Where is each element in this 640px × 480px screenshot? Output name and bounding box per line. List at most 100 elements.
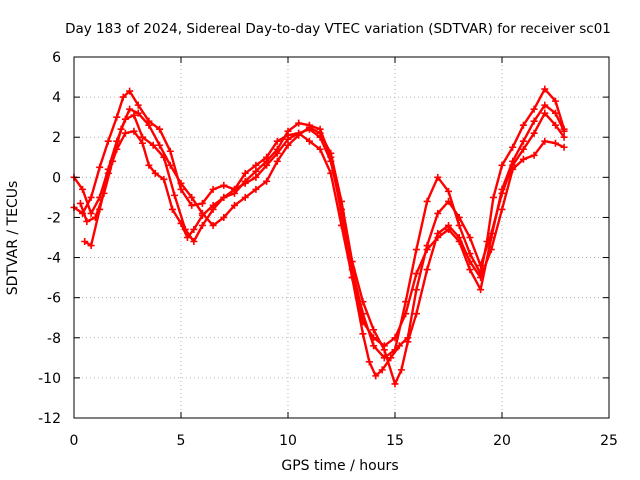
data-point <box>241 169 249 177</box>
data-point <box>541 109 549 117</box>
data-point <box>391 380 399 388</box>
data-point <box>445 197 452 205</box>
data-point <box>87 209 95 217</box>
data-point <box>552 109 559 117</box>
plot-frame <box>73 56 610 419</box>
series-line <box>72 103 566 347</box>
data-point <box>402 310 410 318</box>
data-point <box>130 127 138 135</box>
data-point <box>96 205 104 213</box>
data-point <box>252 161 260 169</box>
data-point <box>477 286 485 294</box>
data-point <box>177 219 185 227</box>
data-point <box>76 199 84 207</box>
data-point <box>519 137 527 145</box>
data-point <box>198 211 206 219</box>
x-tick-label: 0 <box>70 433 79 449</box>
data-point <box>434 173 442 181</box>
data-point <box>160 175 168 183</box>
data-point <box>455 213 463 221</box>
data-point <box>498 161 506 169</box>
data-point <box>359 330 367 338</box>
data-point <box>126 87 134 95</box>
data-point <box>241 179 249 187</box>
data-point <box>220 181 228 189</box>
data-point <box>380 346 388 354</box>
data-point <box>87 193 95 201</box>
data-point <box>455 221 463 229</box>
y-tick-label: 2 <box>52 130 61 146</box>
y-tick-label: -12 <box>38 411 61 427</box>
y-tick-label: -2 <box>47 210 61 226</box>
data-point <box>434 229 442 237</box>
data-point <box>477 262 485 270</box>
data-point <box>338 197 345 205</box>
data-point <box>370 334 378 342</box>
data-point <box>365 358 373 366</box>
data-point <box>397 366 405 374</box>
x-axis-label: GPS time / hours <box>281 458 398 474</box>
x-axis-tick-labels: 0 5 10 15 20 25 <box>70 433 618 449</box>
data-point <box>530 117 538 125</box>
data-point <box>156 125 164 133</box>
data-point <box>445 187 452 195</box>
data-point <box>83 217 91 225</box>
data-point <box>183 234 191 241</box>
data-point <box>273 157 281 165</box>
data-point <box>498 189 506 197</box>
data-point <box>188 201 196 209</box>
data-point <box>519 145 527 153</box>
data-point <box>134 109 142 117</box>
data-point <box>263 177 271 185</box>
data-point <box>145 121 153 129</box>
data-point <box>81 238 89 246</box>
data-point <box>168 205 176 213</box>
x-tick-label: 5 <box>177 433 186 449</box>
data-point <box>305 137 313 145</box>
data-point <box>477 274 485 282</box>
data-point <box>445 221 452 229</box>
data-point <box>171 191 179 199</box>
data-point <box>541 137 549 145</box>
data-point <box>412 246 420 254</box>
data-point <box>177 185 185 193</box>
data-point <box>560 127 568 135</box>
data-point <box>327 149 335 157</box>
data-point <box>338 221 345 229</box>
data-point <box>412 286 420 294</box>
data-point <box>284 135 292 143</box>
data-point <box>466 234 474 241</box>
data-point <box>489 193 497 201</box>
data-point <box>119 93 127 101</box>
data-point <box>423 266 431 274</box>
data-point <box>145 161 153 169</box>
y-axis-label: SDTVAR / TECUs <box>5 181 21 296</box>
data-point <box>487 246 495 254</box>
data-point <box>209 221 217 229</box>
data-point <box>316 145 324 153</box>
data-point <box>252 185 260 193</box>
data-point <box>412 270 420 278</box>
data-point <box>455 234 463 241</box>
data-point <box>231 201 238 209</box>
data-point <box>412 310 420 318</box>
data-point <box>487 229 495 237</box>
data-point <box>498 205 506 213</box>
data-point <box>104 137 112 145</box>
data-point <box>519 121 527 129</box>
data-point <box>79 185 87 193</box>
data-point <box>370 342 378 350</box>
data-point <box>530 151 538 159</box>
series-track-4 <box>81 109 568 380</box>
data-point <box>509 161 517 169</box>
x-tick-label: 15 <box>386 433 404 449</box>
data-point <box>327 169 335 177</box>
data-point <box>149 141 157 149</box>
data-point <box>113 145 121 153</box>
data-point <box>220 213 228 221</box>
data-point <box>395 342 403 350</box>
x-tick-label: 10 <box>279 433 297 449</box>
data-point <box>87 242 95 250</box>
data-point <box>113 113 121 121</box>
